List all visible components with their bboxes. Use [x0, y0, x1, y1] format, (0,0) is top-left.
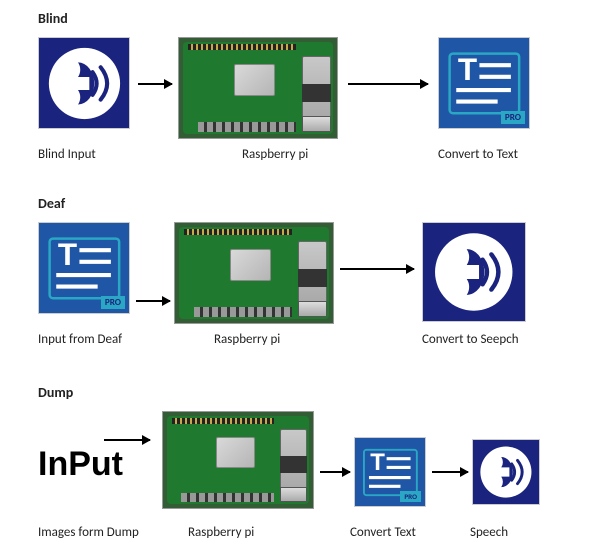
input-word-image: InPut	[38, 447, 123, 481]
item-label: Convert to Text	[438, 147, 518, 162]
item-label: Images form Dump	[38, 525, 139, 540]
text-icon: T PRO	[438, 37, 530, 129]
svg-text:T: T	[57, 237, 76, 272]
item-label: Blind Input	[38, 147, 96, 162]
section-blind: Blind T PRO Blind Input Raspberry pi Conve…	[38, 10, 558, 165]
section-header: Dump	[38, 384, 558, 401]
item-label: Raspberry pi	[188, 525, 254, 540]
arrow-icon	[138, 83, 172, 85]
arrow-icon	[348, 83, 428, 85]
raspberry-pi-image	[162, 411, 314, 509]
arrow-icon	[432, 471, 468, 473]
flow-row: T PRO	[38, 37, 558, 139]
item-label: Raspberry pi	[214, 332, 280, 347]
flow-row: T PRO	[38, 222, 558, 324]
section-deaf: Deaf T PRO Input from Deaf Raspberry pi Co…	[38, 195, 558, 350]
label-row: Images form Dump Raspberry pi Convert Text…	[38, 525, 558, 543]
arrow-icon	[136, 300, 170, 302]
arrow-icon	[320, 471, 350, 473]
arrow-icon	[104, 439, 150, 441]
item-label: Convert to Seepch	[422, 332, 519, 347]
pro-badge: PRO	[400, 491, 421, 502]
pro-badge: PRO	[101, 296, 125, 309]
pro-badge: PRO	[501, 111, 525, 124]
svg-text:T: T	[457, 52, 476, 87]
section-header: Blind	[38, 10, 558, 27]
label-row: Blind Input Raspberry pi Convert to Text	[38, 147, 558, 165]
speech-to-text-icon	[472, 439, 540, 505]
raspberry-pi-image	[174, 222, 334, 324]
item-label: Input from Deaf	[38, 332, 122, 347]
speech-to-text-icon	[38, 37, 130, 129]
text-icon: T PRO	[38, 222, 130, 314]
flow-row: InPut T PRO	[38, 411, 558, 517]
section-header: Deaf	[38, 195, 558, 212]
item-label: Raspberry pi	[242, 147, 308, 162]
text-icon: T PRO	[354, 437, 426, 507]
raspberry-pi-image	[178, 37, 338, 139]
section-dump: Dump InPut T PRO Images form Dump Raspberr…	[38, 384, 558, 543]
speech-to-text-icon	[422, 222, 526, 322]
item-label: Speech	[470, 525, 508, 540]
svg-text:T: T	[370, 448, 385, 475]
item-label: Convert Text	[350, 525, 416, 540]
label-row: Input from Deaf Raspberry pi Convert to Se…	[38, 332, 558, 350]
arrow-icon	[340, 268, 414, 270]
